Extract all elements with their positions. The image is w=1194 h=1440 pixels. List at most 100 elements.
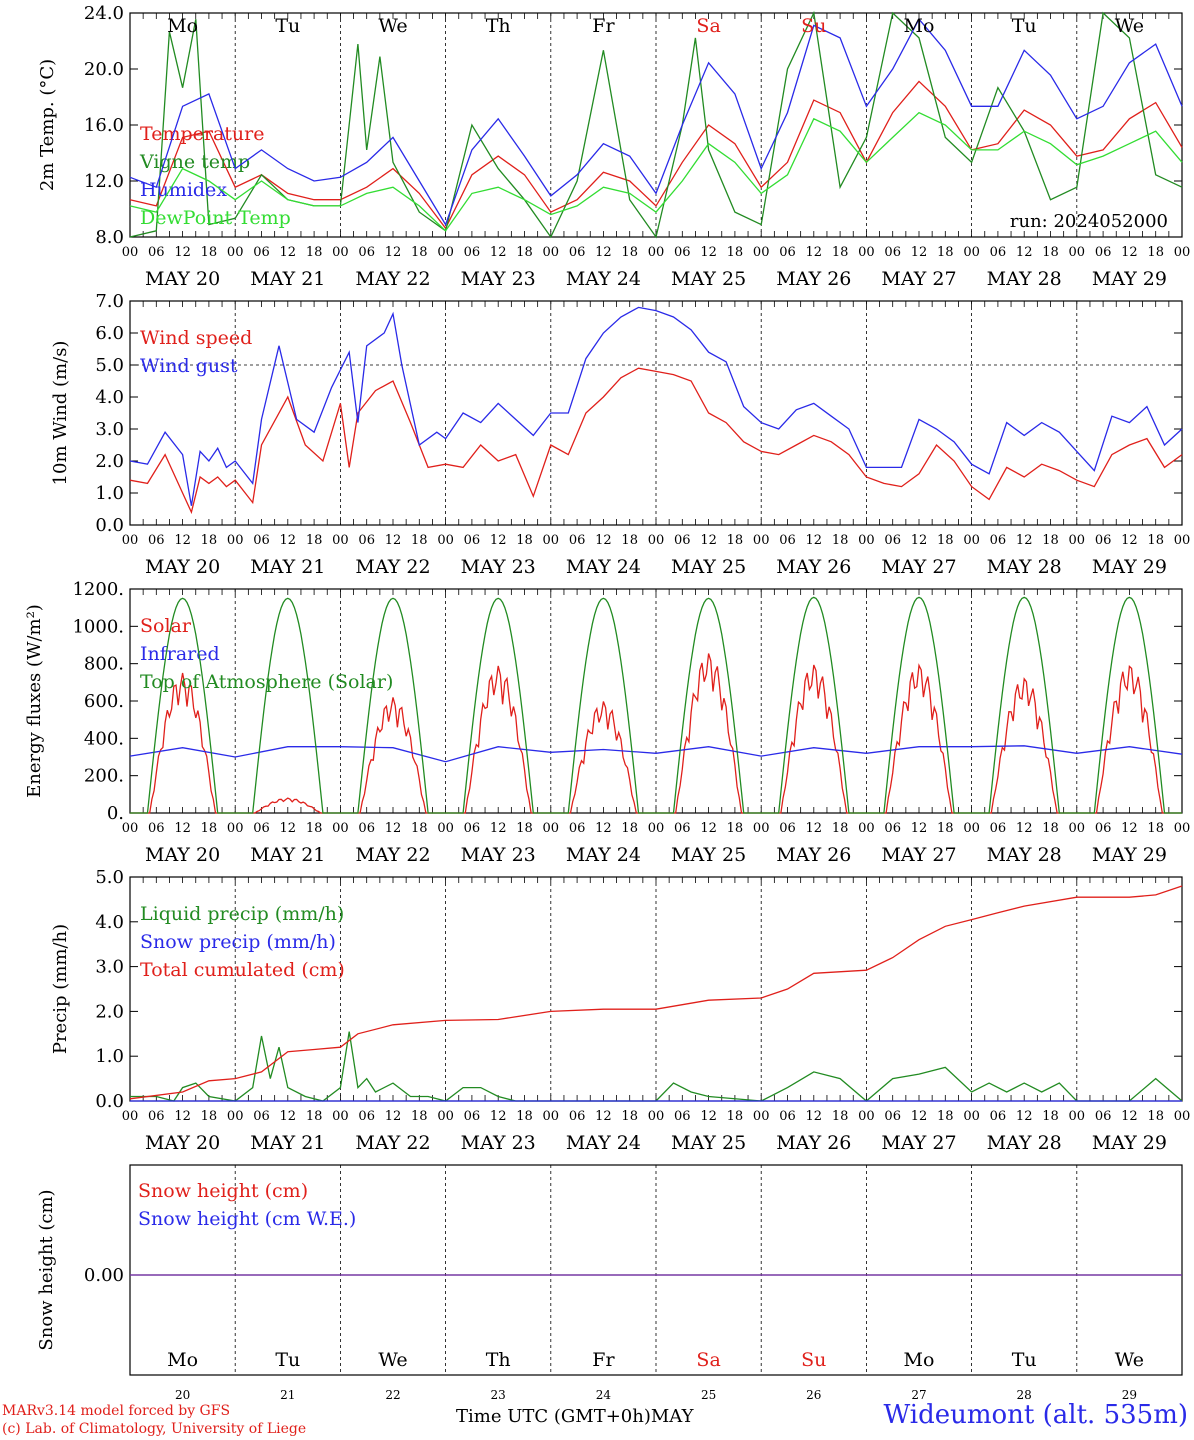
y-tick-label: 5.0 xyxy=(95,355,124,376)
hour-tick-label: 12 xyxy=(280,245,297,260)
date-label: MAY 24 xyxy=(566,556,641,578)
y-axis-label: 10m Wind (m/s) xyxy=(50,341,71,486)
y-tick-label: 5.0 xyxy=(95,867,124,888)
hour-tick-label: 18 xyxy=(411,821,428,836)
hour-tick-label: 00 xyxy=(227,533,244,548)
hour-tick-label: 12 xyxy=(490,821,507,836)
day-number-label: 21 xyxy=(280,1388,295,1402)
hour-tick-label: 06 xyxy=(464,533,481,548)
hour-tick-label: 06 xyxy=(569,821,586,836)
hour-tick-label: 12 xyxy=(490,245,507,260)
run-annotation: run: 2024052000 xyxy=(1010,211,1168,232)
date-label: MAY 20 xyxy=(145,1132,220,1154)
legend-entry: Humidex xyxy=(140,179,227,201)
hour-tick-label: 06 xyxy=(358,245,375,260)
legend-entry: Snow height (cm) xyxy=(138,1180,308,1202)
legend-entry: Top of Atmosphere (Solar) xyxy=(140,671,393,693)
hour-tick-label: 00 xyxy=(858,533,875,548)
panel-1: 8.0 12.0 16.0 20.0 24.0 2m Temp. (°C) 00 06 12 18… xyxy=(37,3,1190,290)
weekday-top-label: Mo xyxy=(904,15,935,37)
date-label: MAY 23 xyxy=(461,1132,536,1154)
hour-tick-label: 00 xyxy=(437,1109,454,1124)
hour-tick-label: 00 xyxy=(227,245,244,260)
date-label: MAY 23 xyxy=(461,268,536,290)
hour-tick-label: 18 xyxy=(516,245,533,260)
hour-tick-label: 06 xyxy=(674,245,691,260)
hour-tick-label: 18 xyxy=(1147,245,1164,260)
legend-entry: DewPoint Temp xyxy=(140,207,291,229)
date-label: MAY 25 xyxy=(671,268,746,290)
hour-tick-label: 00 xyxy=(1069,245,1086,260)
hour-tick-label: 06 xyxy=(779,821,796,836)
hour-tick-label: 18 xyxy=(306,821,323,836)
date-label: MAY 22 xyxy=(355,1132,430,1154)
day-number-label: 26 xyxy=(806,1388,821,1402)
lab-credit: (c) Lab. of Climatology, University of L… xyxy=(2,1421,307,1437)
hour-tick-label: 00 xyxy=(437,821,454,836)
weekday-bottom-label: Th xyxy=(486,1349,511,1371)
hour-tick-label: 12 xyxy=(490,533,507,548)
hour-tick-label: 12 xyxy=(700,533,717,548)
hour-tick-label: 06 xyxy=(884,245,901,260)
weekday-bottom-label: Fr xyxy=(592,1349,615,1371)
hour-tick-label: 00 xyxy=(753,821,770,836)
legend-entry: Infrared xyxy=(140,643,220,665)
hour-tick-label: 06 xyxy=(358,821,375,836)
hour-tick-label: 00 xyxy=(1174,245,1191,260)
hour-tick-label: 06 xyxy=(148,533,165,548)
hour-tick-label: 18 xyxy=(516,821,533,836)
hour-tick-label: 18 xyxy=(832,821,849,836)
date-label: MAY 23 xyxy=(461,556,536,578)
legend-entry: Snow precip (mm/h) xyxy=(140,931,336,953)
hour-tick-label: 12 xyxy=(280,821,297,836)
legend-entry: Solar xyxy=(140,615,192,637)
weekday-top-label: We xyxy=(1115,15,1144,37)
legend-entry: Temperature xyxy=(140,123,264,145)
y-tick-label: 12.0 xyxy=(84,171,124,192)
hour-tick-label: 06 xyxy=(253,1109,270,1124)
panel-5: 0.00 Snow height (cm) Snow height (cm) Snow… xyxy=(36,1164,1183,1376)
hour-tick-label: 00 xyxy=(858,245,875,260)
series-line-vigne-temp xyxy=(129,10,1183,239)
hour-tick-label: 06 xyxy=(569,533,586,548)
hour-tick-label: 06 xyxy=(464,245,481,260)
y-tick-label: 0. xyxy=(107,803,124,824)
hour-tick-label: 00 xyxy=(122,245,139,260)
hour-tick-label: 06 xyxy=(884,1109,901,1124)
hour-tick-label: 00 xyxy=(227,1109,244,1124)
hour-tick-label: 00 xyxy=(543,533,560,548)
y-tick-label: 800. xyxy=(84,654,124,675)
date-label: MAY 28 xyxy=(987,1132,1062,1154)
hour-tick-label: 06 xyxy=(1095,1109,1112,1124)
hour-tick-label: 00 xyxy=(122,821,139,836)
legend-entry: Snow height (cm W.E.) xyxy=(138,1208,356,1230)
hour-tick-label: 12 xyxy=(1016,821,1033,836)
date-label: MAY 24 xyxy=(566,844,641,866)
legend-entry: Liquid precip (mm/h) xyxy=(140,903,344,925)
hour-tick-label: 00 xyxy=(753,1109,770,1124)
hour-tick-label: 06 xyxy=(990,533,1007,548)
hour-tick-label: 18 xyxy=(1147,533,1164,548)
hour-tick-label: 00 xyxy=(332,1109,349,1124)
hour-tick-label: 18 xyxy=(201,533,218,548)
hour-tick-label: 00 xyxy=(122,1109,139,1124)
hour-tick-label: 00 xyxy=(1174,1109,1191,1124)
hour-tick-label: 18 xyxy=(201,1109,218,1124)
hour-tick-label: 06 xyxy=(464,821,481,836)
hour-tick-label: 06 xyxy=(464,1109,481,1124)
date-label: MAY 27 xyxy=(881,844,956,866)
hour-tick-label: 00 xyxy=(648,821,665,836)
y-tick-label: 0.00 xyxy=(84,1265,124,1286)
hour-tick-label: 12 xyxy=(280,533,297,548)
date-label: MAY 27 xyxy=(881,268,956,290)
hour-tick-label: 12 xyxy=(700,245,717,260)
hour-tick-label: 18 xyxy=(411,1109,428,1124)
hour-tick-label: 00 xyxy=(1069,533,1086,548)
date-label: MAY 25 xyxy=(671,844,746,866)
hour-tick-label: 06 xyxy=(148,1109,165,1124)
series-line-humidex xyxy=(129,18,1183,227)
panel-frame xyxy=(129,588,1183,814)
time-axis-label: Time UTC (GMT+0h)MAY xyxy=(456,1406,694,1427)
hour-tick-label: 06 xyxy=(148,245,165,260)
hour-tick-label: 06 xyxy=(674,533,691,548)
